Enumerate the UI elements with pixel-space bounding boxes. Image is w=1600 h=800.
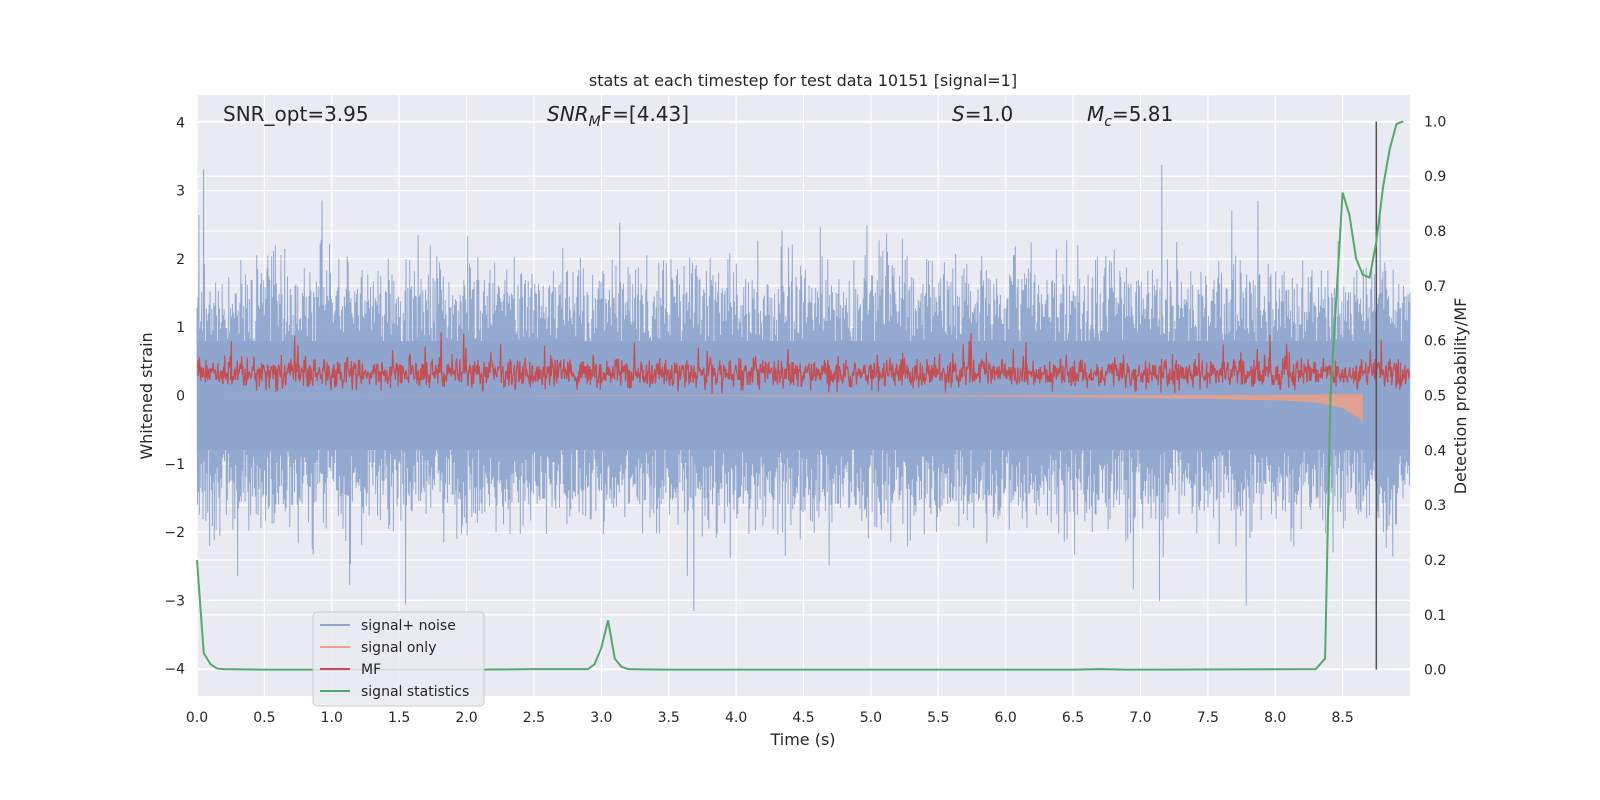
x-tick-label: 0.5 <box>253 710 275 726</box>
y-tick-label-right: 1.0 <box>1424 114 1446 130</box>
ticks: 0.0 0.5 1.0 1.5 2.0 2.5 3.0 3.5 4.0 4.5 5.0 5.5 6.0 6… <box>164 114 1446 726</box>
legend-label-mf: MF <box>361 662 381 678</box>
annotation-s: S=1.0 <box>952 102 1013 126</box>
x-tick-label: 5.5 <box>927 710 949 726</box>
annotation-mc-main: M <box>1087 102 1104 126</box>
annotation-mc-val: =5.81 <box>1112 102 1173 126</box>
y-tick-label-left: −1 <box>164 457 185 473</box>
y-tick-label-right: 0.5 <box>1424 389 1446 405</box>
y-tick-label-right: 0.6 <box>1424 334 1446 350</box>
y-tick-label-right: 0.8 <box>1424 224 1446 240</box>
y-tick-label-left: 4 <box>176 115 185 131</box>
y-tick-label-left: 2 <box>176 252 185 268</box>
annotation-snr-opt: SNR_opt=3.95 <box>223 102 369 126</box>
annotation-snr-mf: SNRMF=[4.43] <box>547 102 689 130</box>
x-tick-label: 3.5 <box>658 710 680 726</box>
chart-title: stats at each timestep for test data 101… <box>589 71 1017 90</box>
legend-box <box>312 611 485 707</box>
y-tick-label-left: −4 <box>164 662 185 678</box>
y-tick-label-right: 0.7 <box>1424 279 1446 295</box>
data-layer <box>196 120 1411 671</box>
annotation-mc-sub: c <box>1104 114 1112 130</box>
y-tick-label-left: 0 <box>176 389 185 405</box>
legend-label-signal-statistics: signal statistics <box>361 684 469 700</box>
x-tick-label: 4.5 <box>792 710 814 726</box>
x-tick-label: 2.5 <box>523 710 545 726</box>
x-axis-label: Time (s) <box>769 730 835 749</box>
x-tick-label: 1.0 <box>321 710 343 726</box>
y-tick-label-left: −2 <box>164 525 185 541</box>
y-tick-label-right: 0.9 <box>1424 169 1446 185</box>
y-tick-label-left: −3 <box>164 593 185 609</box>
x-tick-label: 8.5 <box>1331 710 1353 726</box>
annotation-mc: Mc=5.81 <box>1087 102 1173 130</box>
x-tick-label: 2.0 <box>455 710 477 726</box>
annotation-s-val: =1.0 <box>965 102 1014 126</box>
annotation-s-sym: S <box>952 102 965 126</box>
x-tick-label: 8.0 <box>1264 710 1286 726</box>
y-tick-label-right: 0.2 <box>1424 553 1446 569</box>
y-tick-label-right: 0.3 <box>1424 498 1446 514</box>
legend-label-signal-noise: signal+ noise <box>361 618 456 634</box>
y-tick-label-left: 3 <box>176 184 185 200</box>
series-signal-only <box>197 394 1363 422</box>
x-tick-label: 5.0 <box>860 710 882 726</box>
annotation-snr-mf-sub: M <box>589 114 601 130</box>
x-tick-label: 6.0 <box>995 710 1017 726</box>
series-signal-statistics <box>196 120 1404 671</box>
x-tick-label: 4.0 <box>725 710 747 726</box>
annotation-snr-mf-main: SNR <box>547 102 589 126</box>
legend: signal+ noise signal only MF signal stat… <box>312 611 485 707</box>
x-tick-label: 1.5 <box>388 710 410 726</box>
legend-label-signal-only: signal only <box>361 640 436 656</box>
y-tick-label-right: 0.4 <box>1424 443 1446 459</box>
x-tick-label: 6.5 <box>1062 710 1084 726</box>
y-axis-label-right: Detection probability/MF <box>1451 298 1470 495</box>
x-tick-label: 0.0 <box>186 710 208 726</box>
series-mf <box>197 332 1410 394</box>
x-tick-label: 7.5 <box>1197 710 1219 726</box>
y-axis-label-left: Whitened strain <box>137 332 156 459</box>
annotation-snr-mf-rest: F=[4.43] <box>601 102 689 126</box>
x-tick-label: 3.0 <box>590 710 612 726</box>
y-tick-label-right: 0.1 <box>1424 608 1446 624</box>
y-tick-label-left: 1 <box>176 320 185 336</box>
x-tick-label: 7.0 <box>1129 710 1151 726</box>
y-tick-label-right: 0.0 <box>1424 663 1446 679</box>
